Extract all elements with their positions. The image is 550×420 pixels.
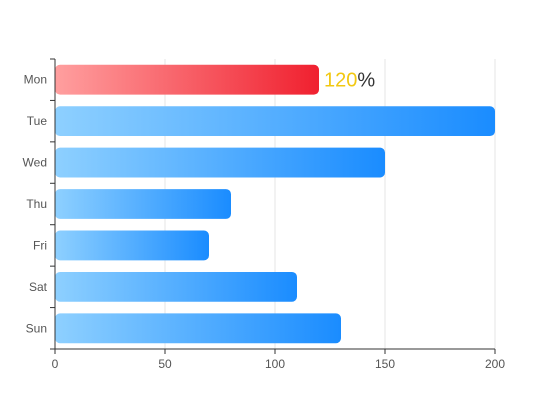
axes: 0 50 100 150 200 Mon Tue Wed Thu Fri Sat Sun [23, 58, 505, 371]
y-tick-label: Fri [33, 238, 47, 252]
bar-sat [55, 271, 297, 302]
bar-tue [55, 106, 495, 137]
y-tick-label: Sun [26, 321, 47, 335]
labels: 120% [324, 70, 375, 92]
x-tick-label: 200 [485, 357, 505, 371]
data-label-suffix: % [357, 70, 375, 92]
data-label-value: 120 [324, 70, 357, 92]
bar-wed [55, 147, 385, 178]
x-tick-label: 50 [158, 357, 172, 371]
data-label: 120% [324, 70, 375, 92]
y-tick-label: Wed [23, 156, 47, 170]
y-tick-label: Tue [27, 114, 48, 128]
bar-mon [55, 64, 319, 95]
y-tick-label: Thu [26, 197, 47, 211]
bars [55, 64, 495, 344]
x-tick-label: 150 [375, 357, 395, 371]
bar-thu [55, 189, 231, 219]
x-tick-label: 0 [52, 357, 59, 371]
x-tick-label: 100 [265, 357, 285, 371]
bar-sun [55, 313, 341, 344]
y-tick-label: Mon [24, 73, 47, 87]
y-tick-label: Sat [29, 280, 48, 294]
bar-fri [55, 230, 209, 261]
